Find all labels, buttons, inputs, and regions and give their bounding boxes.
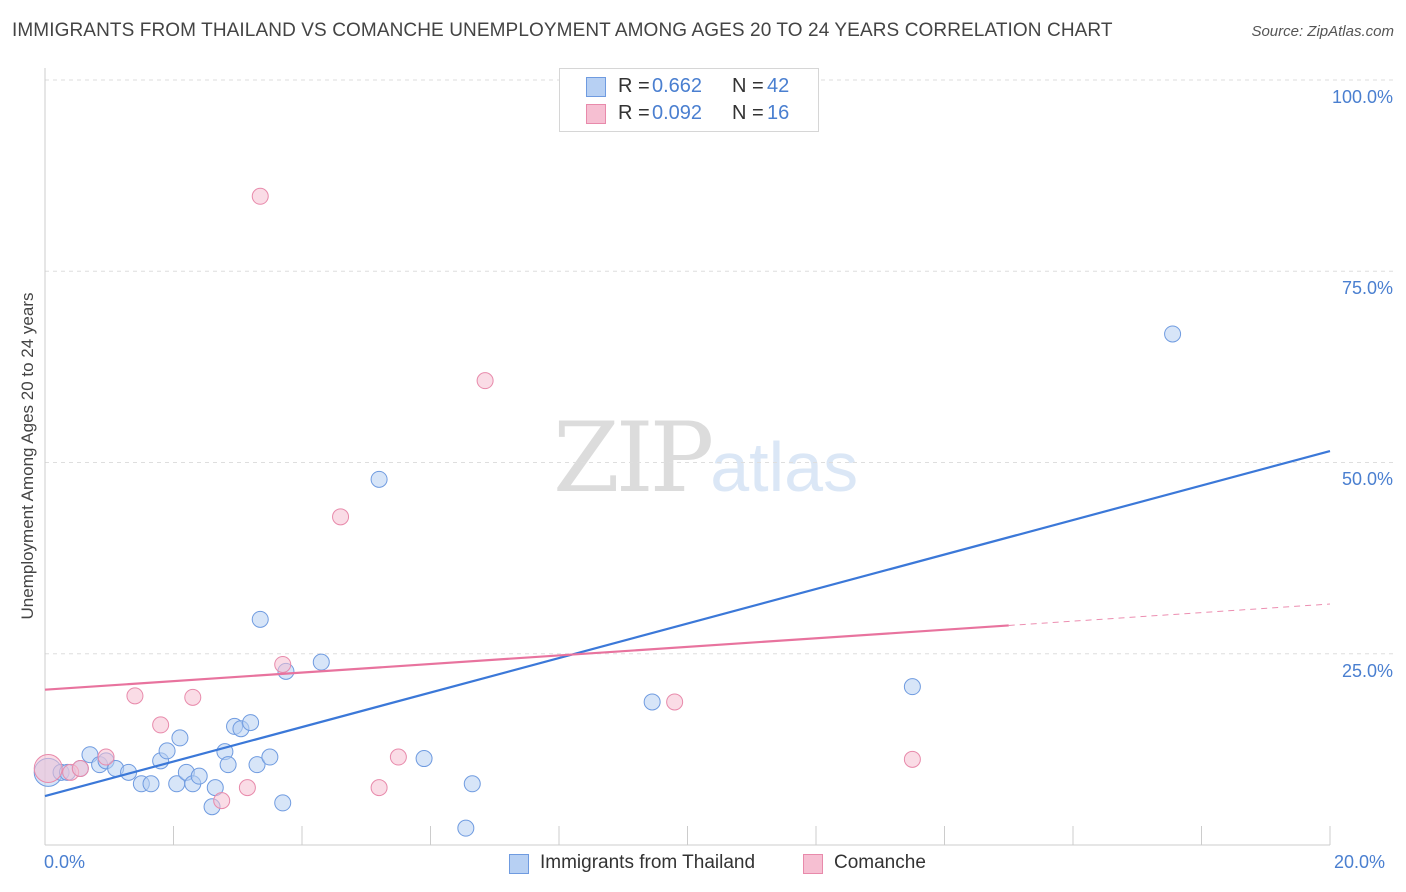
legend-r-label: R = (618, 75, 650, 97)
thailand-point (463, 775, 481, 793)
legend-r-value: 0.092 (652, 102, 703, 124)
comanche-point (184, 688, 202, 706)
comanche-point (126, 687, 144, 705)
comanche-point (238, 779, 256, 797)
thailand-point (1164, 325, 1182, 343)
thailand-point (219, 756, 237, 774)
y-axis-label: Unemployment Among Ages 20 to 24 years (18, 292, 37, 620)
legend-r-value: 0.662 (652, 75, 703, 97)
thailand-point (274, 794, 292, 812)
comanche-point (370, 779, 388, 797)
thailand-point (370, 470, 388, 488)
comanche-point (476, 372, 494, 390)
source-label: Source: ZipAtlas.com (1251, 23, 1394, 40)
legend-n-value: 42 (767, 75, 790, 97)
series-swatch-blue (509, 854, 529, 874)
series-swatch-pink (803, 854, 823, 874)
comanche-point (152, 716, 170, 734)
correlation-legend: R = 0.662 N = 42 R = 0.092 N = 16 (559, 68, 819, 132)
comanche-point (97, 748, 115, 766)
comanche-point (33, 754, 63, 783)
thailand-point (312, 653, 330, 671)
legend-swatch-blue (586, 77, 606, 97)
legend-n-label: N = (732, 75, 764, 97)
legend-r-label: R = (618, 102, 650, 124)
comanche-point (903, 750, 921, 768)
comanche-point (332, 508, 350, 526)
thailand-point (261, 748, 279, 766)
comanche-trend-line (44, 624, 1009, 691)
thailand-point (251, 610, 269, 628)
x-tick-label-max: 20.0% (1334, 852, 1386, 872)
comanche-point (666, 693, 684, 711)
thailand-point (643, 693, 661, 711)
legend-n-value: 16 (767, 102, 790, 124)
y-tick-label-50: 50.0% (1341, 469, 1393, 489)
thailand-point (248, 756, 266, 774)
thailand-point (158, 742, 176, 760)
thailand-point (903, 678, 921, 696)
thailand-point (415, 750, 433, 768)
thailand-trend-line (44, 449, 1331, 798)
comanche-trend-line-extrapolated (1008, 603, 1331, 626)
comanche-point (274, 655, 292, 673)
comanche-point (71, 760, 89, 777)
data-points (33, 187, 1182, 837)
y-tick-label-25: 25.0% (1341, 661, 1393, 681)
chart-title: IMMIGRANTS FROM THAILAND VS COMANCHE UNE… (12, 20, 1113, 41)
thailand-point (171, 729, 189, 747)
watermark-atlas: atlas (710, 428, 859, 506)
series-label: Immigrants from Thailand (540, 852, 756, 873)
legend-n-label: N = (732, 102, 764, 124)
trend-lines (44, 449, 1331, 798)
thailand-point (190, 767, 208, 785)
grid-lines (45, 79, 1395, 655)
comanche-point (389, 748, 407, 766)
legend-swatch-pink (586, 104, 606, 124)
y-tick-label-75: 75.0% (1341, 278, 1393, 298)
x-tick-label-min: 0.0% (44, 852, 86, 872)
watermark-zip: ZIP (553, 402, 714, 514)
axes (44, 68, 1331, 846)
comanche-point (213, 792, 231, 810)
thailand-point (142, 775, 160, 793)
comanche-point (251, 187, 269, 205)
watermark: ZIPatlas (553, 402, 858, 514)
y-tick-label-100: 100.0% (1331, 87, 1393, 107)
thailand-point (457, 819, 475, 837)
thailand-point (242, 714, 260, 732)
series-label: Comanche (834, 852, 926, 873)
